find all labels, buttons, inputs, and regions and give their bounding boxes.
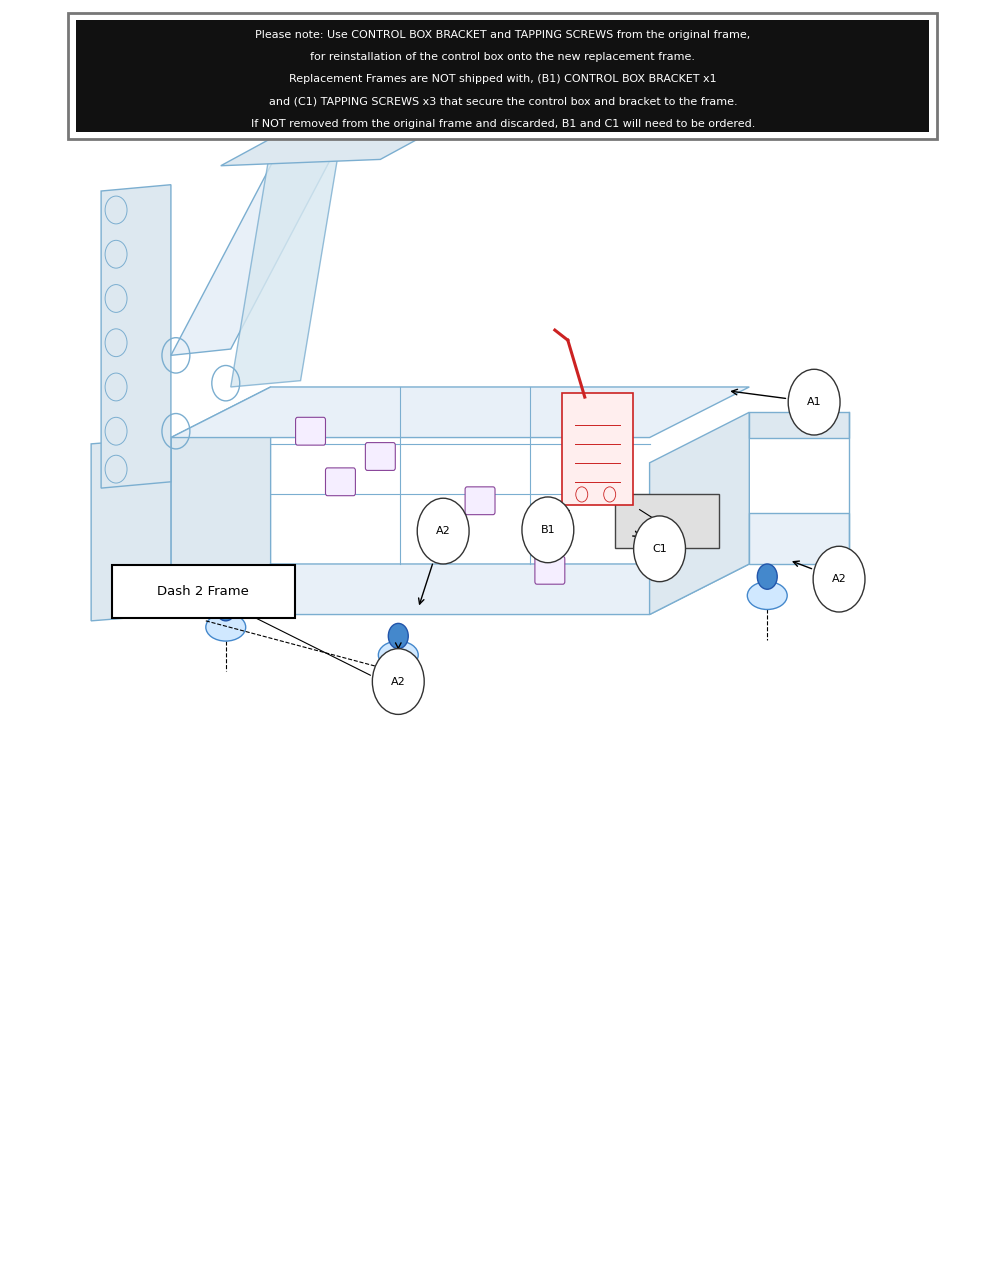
Polygon shape [749,412,849,437]
Circle shape [813,546,865,612]
Polygon shape [231,141,340,386]
FancyBboxPatch shape [68,13,937,139]
Text: If NOT removed from the original frame and discarded, B1 and C1 will need to be : If NOT removed from the original frame a… [251,119,755,129]
FancyBboxPatch shape [325,468,355,495]
Text: and (C1) TAPPING SCREWS x3 that secure the control box and bracket to the frame.: and (C1) TAPPING SCREWS x3 that secure t… [269,96,737,106]
Ellipse shape [206,613,246,641]
Ellipse shape [378,641,418,669]
FancyBboxPatch shape [562,393,633,504]
Polygon shape [291,96,450,128]
Circle shape [788,369,840,435]
FancyBboxPatch shape [296,417,325,445]
Text: Dash 2 Frame: Dash 2 Frame [157,585,249,598]
FancyBboxPatch shape [535,556,565,584]
Polygon shape [171,564,749,614]
Text: A1: A1 [807,397,821,407]
Circle shape [417,498,469,564]
Text: A2: A2 [391,677,406,687]
FancyBboxPatch shape [465,487,495,514]
Circle shape [522,497,574,563]
FancyBboxPatch shape [365,442,395,470]
Ellipse shape [757,564,777,589]
Polygon shape [221,122,450,166]
Ellipse shape [747,582,787,609]
Ellipse shape [388,623,408,649]
Text: A2: A2 [436,526,451,536]
Circle shape [372,649,424,715]
Polygon shape [91,437,171,621]
Text: for reinstallation of the control box onto the new replacement frame.: for reinstallation of the control box on… [310,52,695,62]
Text: C1: C1 [652,544,667,554]
Circle shape [634,516,685,582]
Text: Replacement Frames are NOT shipped with, (B1) CONTROL BOX BRACKET x1: Replacement Frames are NOT shipped with,… [289,75,717,85]
FancyBboxPatch shape [76,20,929,132]
Polygon shape [749,513,849,564]
Polygon shape [615,494,719,547]
Polygon shape [171,386,271,614]
Text: Please note: Use CONTROL BOX BRACKET and TAPPING SCREWS from the original frame,: Please note: Use CONTROL BOX BRACKET and… [255,30,751,39]
Polygon shape [650,412,749,614]
Ellipse shape [216,595,236,621]
Text: A2: A2 [832,574,846,584]
Polygon shape [101,185,171,488]
Text: B1: B1 [541,525,555,535]
FancyBboxPatch shape [112,565,295,618]
Polygon shape [171,386,749,437]
Polygon shape [171,141,340,355]
